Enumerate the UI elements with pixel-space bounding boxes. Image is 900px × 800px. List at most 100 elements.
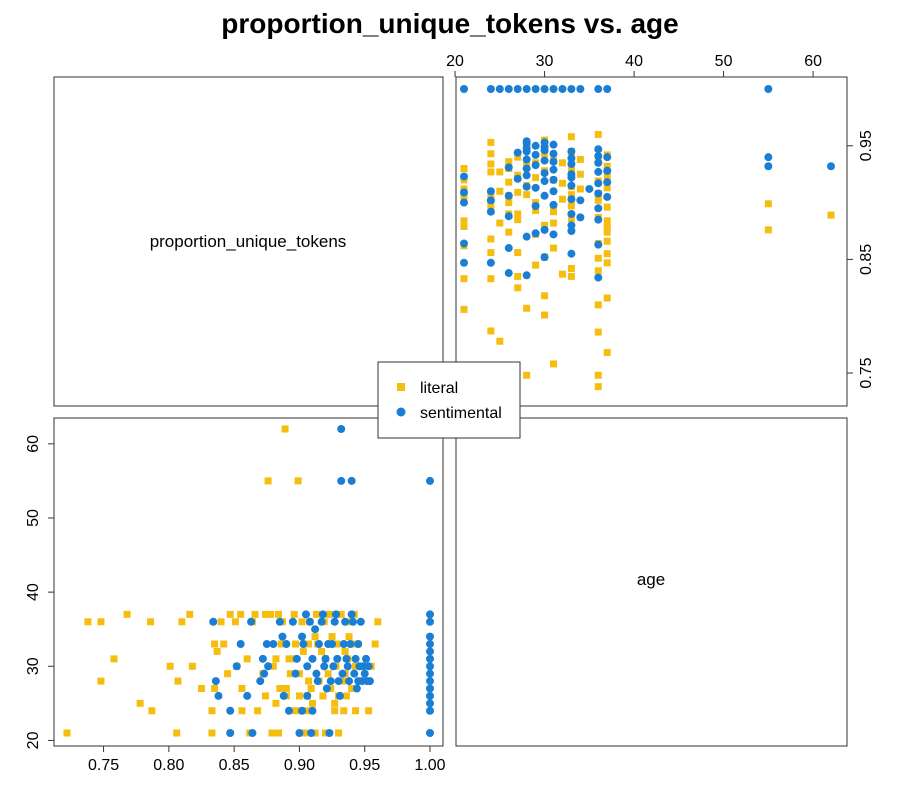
point-sentimental — [269, 640, 278, 649]
point-sentimental — [275, 617, 284, 626]
point-sentimental — [258, 654, 267, 663]
point-sentimental — [594, 145, 603, 154]
point-sentimental — [426, 699, 434, 708]
point-sentimental — [594, 189, 603, 198]
point-literal — [567, 272, 575, 280]
point-sentimental — [460, 85, 468, 93]
point-sentimental — [260, 669, 269, 678]
point-sentimental — [522, 85, 531, 93]
point-sentimental — [307, 729, 316, 737]
point-literal — [505, 158, 513, 166]
point-sentimental — [460, 258, 468, 267]
point-sentimental — [326, 677, 335, 686]
point-sentimental — [603, 153, 612, 162]
point-literal — [576, 185, 584, 193]
point-sentimental — [288, 617, 297, 626]
point-literal — [514, 216, 522, 224]
point-sentimental — [594, 240, 603, 249]
point-sentimental — [567, 227, 576, 235]
point-sentimental — [337, 476, 346, 485]
point-sentimental — [827, 162, 835, 171]
point-literal — [147, 618, 155, 626]
point-literal — [231, 618, 239, 626]
point-sentimental — [486, 85, 495, 93]
point-sentimental — [338, 669, 347, 678]
point-sentimental — [426, 706, 434, 715]
point-literal — [567, 133, 575, 141]
point-literal — [603, 172, 611, 180]
point-literal — [532, 207, 540, 215]
point-literal — [186, 610, 194, 618]
point-sentimental — [342, 654, 351, 663]
point-sentimental — [594, 85, 603, 93]
point-sentimental — [567, 170, 576, 179]
point-sentimental — [298, 632, 307, 641]
point-sentimental — [603, 178, 612, 187]
point-literal — [342, 692, 350, 700]
point-literal — [298, 618, 306, 626]
panel-bottom-right — [455, 417, 848, 747]
point-sentimental — [764, 162, 773, 171]
point-sentimental — [549, 230, 558, 239]
point-literal — [148, 707, 156, 715]
point-literal — [514, 284, 522, 292]
point-sentimental — [522, 137, 531, 146]
point-sentimental — [540, 191, 549, 200]
point-literal — [487, 138, 495, 146]
point-literal — [254, 707, 262, 715]
point-literal — [487, 168, 495, 176]
point-literal — [282, 685, 290, 693]
point-literal — [550, 219, 558, 227]
point-sentimental — [318, 610, 327, 619]
bottom-axis-tick-label: 0.95 — [349, 757, 380, 774]
point-literal — [272, 699, 280, 707]
bottom-axis-tick-label: 0.85 — [219, 757, 250, 774]
point-sentimental — [330, 617, 339, 626]
point-sentimental — [303, 662, 312, 671]
point-literal — [294, 477, 302, 485]
point-sentimental — [305, 617, 314, 626]
panel-top-right — [455, 76, 848, 407]
point-sentimental — [522, 232, 531, 241]
point-sentimental — [226, 706, 235, 715]
point-sentimental — [567, 154, 576, 163]
point-sentimental — [460, 239, 468, 248]
point-literal — [84, 618, 92, 626]
point-literal — [238, 707, 246, 715]
point-sentimental — [347, 476, 356, 485]
point-literal — [211, 640, 219, 648]
point-literal — [281, 425, 289, 433]
point-literal — [224, 670, 232, 678]
point-sentimental — [522, 271, 531, 280]
point-literal — [460, 275, 468, 283]
point-literal — [374, 618, 382, 626]
point-sentimental — [243, 691, 252, 700]
point-literal — [208, 707, 216, 715]
panel-bottom-left — [53, 417, 444, 747]
point-literal — [328, 633, 336, 641]
point-sentimental — [603, 192, 612, 201]
point-sentimental — [504, 85, 513, 93]
point-literal — [123, 610, 131, 618]
point-sentimental — [308, 706, 317, 715]
bottom-axis-tick-label: 0.75 — [88, 757, 119, 774]
point-sentimental — [576, 213, 585, 222]
point-sentimental — [531, 85, 540, 93]
point-sentimental — [531, 202, 540, 211]
diagonal-label-age: age — [637, 570, 665, 589]
right-axis-tick-label: 0.75 — [858, 357, 875, 388]
point-literal — [567, 202, 575, 210]
point-literal — [532, 261, 540, 269]
point-sentimental — [549, 149, 558, 158]
point-sentimental — [282, 640, 291, 649]
point-sentimental — [315, 640, 324, 649]
point-sentimental — [426, 632, 434, 641]
point-literal — [603, 224, 611, 232]
point-literal — [305, 677, 313, 685]
point-sentimental — [426, 691, 434, 700]
point-sentimental — [278, 632, 287, 641]
point-sentimental — [594, 273, 603, 282]
point-literal — [268, 729, 276, 737]
right-axis-tick-label: 0.95 — [858, 130, 875, 161]
point-literal — [277, 640, 285, 648]
